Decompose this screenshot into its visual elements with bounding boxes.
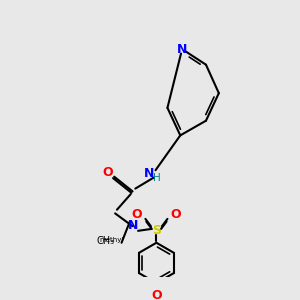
Text: N: N [177, 43, 187, 56]
Text: O: O [103, 166, 113, 178]
Text: S: S [152, 224, 161, 237]
Text: H: H [154, 172, 161, 183]
Text: CH₃: CH₃ [96, 236, 114, 246]
Text: O: O [132, 208, 142, 221]
Text: N: N [128, 219, 138, 232]
Text: N: N [144, 167, 154, 180]
Text: O: O [170, 208, 181, 221]
Text: methyl: methyl [99, 237, 124, 243]
Text: O: O [151, 289, 162, 300]
